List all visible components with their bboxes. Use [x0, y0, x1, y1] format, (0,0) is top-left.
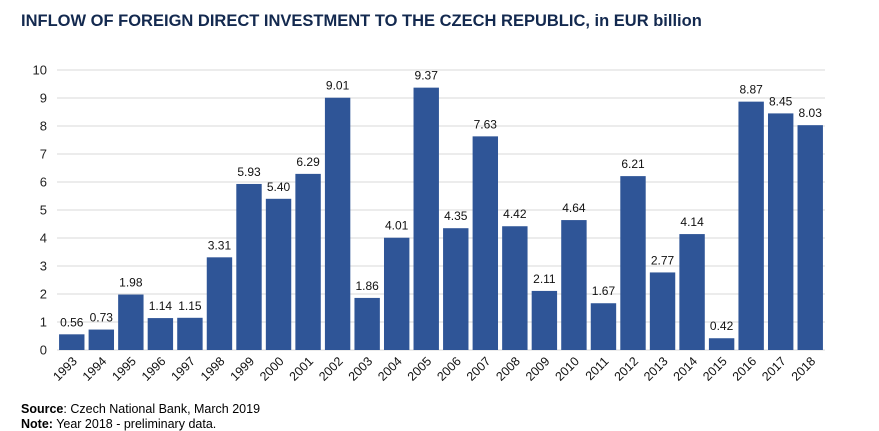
bar-1996	[147, 318, 174, 350]
x-tick-label: 2012	[612, 354, 642, 384]
data-label: 1.14	[149, 299, 173, 313]
x-tick-label: 2003	[346, 354, 376, 384]
data-label: 6.29	[296, 155, 320, 169]
y-tick-label: 9	[40, 91, 47, 106]
bar-2014	[679, 234, 705, 350]
data-label: 0.56	[60, 315, 84, 329]
data-label: 4.01	[385, 219, 409, 233]
y-tick-label: 7	[40, 147, 47, 162]
bar-2007	[472, 136, 499, 350]
data-label: 5.93	[237, 165, 261, 179]
x-tick-label: 2010	[552, 354, 582, 384]
x-tick-label: 2013	[641, 354, 671, 384]
y-tick-label: 2	[40, 287, 47, 302]
data-label: 1.15	[178, 299, 202, 313]
x-tick-label: 2002	[316, 354, 346, 384]
bar-2001	[295, 173, 321, 350]
data-label: 2.11	[533, 272, 556, 286]
x-tick-label: 2016	[730, 354, 760, 384]
y-tick-label: 1	[40, 315, 47, 330]
x-tick-label: 1996	[139, 354, 169, 384]
bar-2015	[708, 338, 735, 350]
bar-2008	[502, 226, 528, 350]
bar-2005	[413, 87, 439, 350]
data-label: 5.40	[267, 180, 291, 194]
bar-1998	[206, 257, 233, 350]
data-label: 1.98	[119, 276, 143, 290]
data-label: 1.67	[592, 284, 616, 298]
x-tick-label: 1993	[50, 354, 80, 384]
y-tick-label: 3	[40, 259, 47, 274]
x-tick-label: 2007	[464, 354, 494, 384]
y-tick-label: 6	[40, 175, 47, 190]
data-label: 2.77	[651, 253, 675, 267]
x-tick-label: 1998	[198, 354, 228, 384]
data-label: 8.45	[769, 94, 793, 108]
data-label: 6.21	[621, 157, 645, 171]
x-tick-label: 1994	[80, 354, 110, 384]
y-tick-label: 10	[33, 63, 47, 78]
bar-2012	[620, 176, 646, 350]
bar-2010	[561, 220, 587, 350]
x-tick-label: 1999	[228, 354, 258, 384]
bar-2017	[767, 113, 794, 351]
x-tick-label: 2000	[257, 354, 287, 384]
data-label: 4.35	[444, 209, 468, 223]
y-tick-label: 0	[40, 343, 47, 358]
bar-1993	[59, 334, 85, 350]
bar-2011	[590, 303, 617, 350]
bar-2018	[797, 125, 823, 350]
bar-1995	[118, 294, 144, 350]
bar-2016	[738, 101, 764, 350]
data-label: 3.31	[208, 238, 232, 252]
data-label: 7.63	[474, 117, 498, 131]
x-tick-label: 2018	[789, 354, 819, 384]
chart-title: INFLOW OF FOREIGN DIRECT INVESTMENT TO T…	[21, 12, 702, 30]
bar-1997	[177, 317, 203, 350]
x-tick-label: 1995	[109, 354, 139, 384]
note-text: Year 2018 - preliminary data.	[52, 417, 217, 431]
bar-1999	[236, 183, 262, 350]
bar-2004	[383, 237, 410, 350]
source-note: Source: Czech National Bank, March 2019	[21, 402, 260, 416]
data-label: 4.42	[503, 207, 527, 221]
data-label: 9.01	[326, 79, 350, 93]
bar-2006	[443, 228, 469, 350]
x-tick-label: 2001	[287, 354, 317, 384]
footnote: Note: Year 2018 - preliminary data.	[21, 417, 216, 431]
y-tick-label: 4	[40, 231, 47, 246]
data-label: 8.87	[739, 83, 763, 97]
x-tick-label: 2014	[671, 354, 701, 384]
y-tick-label: 5	[40, 203, 47, 218]
bar-2009	[531, 290, 558, 350]
bar-2000	[265, 198, 292, 350]
data-label: 9.37	[415, 69, 439, 83]
x-tick-label: 1997	[168, 354, 198, 384]
x-tick-label: 2006	[434, 354, 464, 384]
data-label: 8.03	[799, 106, 823, 120]
bar-2002	[324, 97, 351, 350]
data-label: 1.86	[355, 279, 379, 293]
x-tick-label: 2017	[759, 354, 789, 384]
data-label: 4.14	[680, 215, 704, 229]
x-tick-label: 2004	[375, 354, 405, 384]
bar-2013	[649, 272, 676, 350]
x-tick-label: 2008	[493, 354, 523, 384]
data-label: 4.64	[562, 201, 586, 215]
bar-2003	[354, 297, 380, 350]
x-tick-label: 2005	[405, 354, 435, 384]
source-label: Source	[21, 402, 64, 416]
y-tick-label: 8	[40, 119, 47, 134]
data-label: 0.73	[90, 311, 114, 325]
note-label: Note:	[21, 417, 53, 431]
x-tick-label: 2015	[700, 354, 730, 384]
source-text: : Czech National Bank, March 2019	[63, 402, 261, 416]
bar-1994	[88, 329, 115, 350]
data-label: 0.42	[710, 319, 734, 333]
x-tick-label: 2009	[523, 354, 553, 384]
x-tick-label: 2011	[583, 354, 612, 383]
